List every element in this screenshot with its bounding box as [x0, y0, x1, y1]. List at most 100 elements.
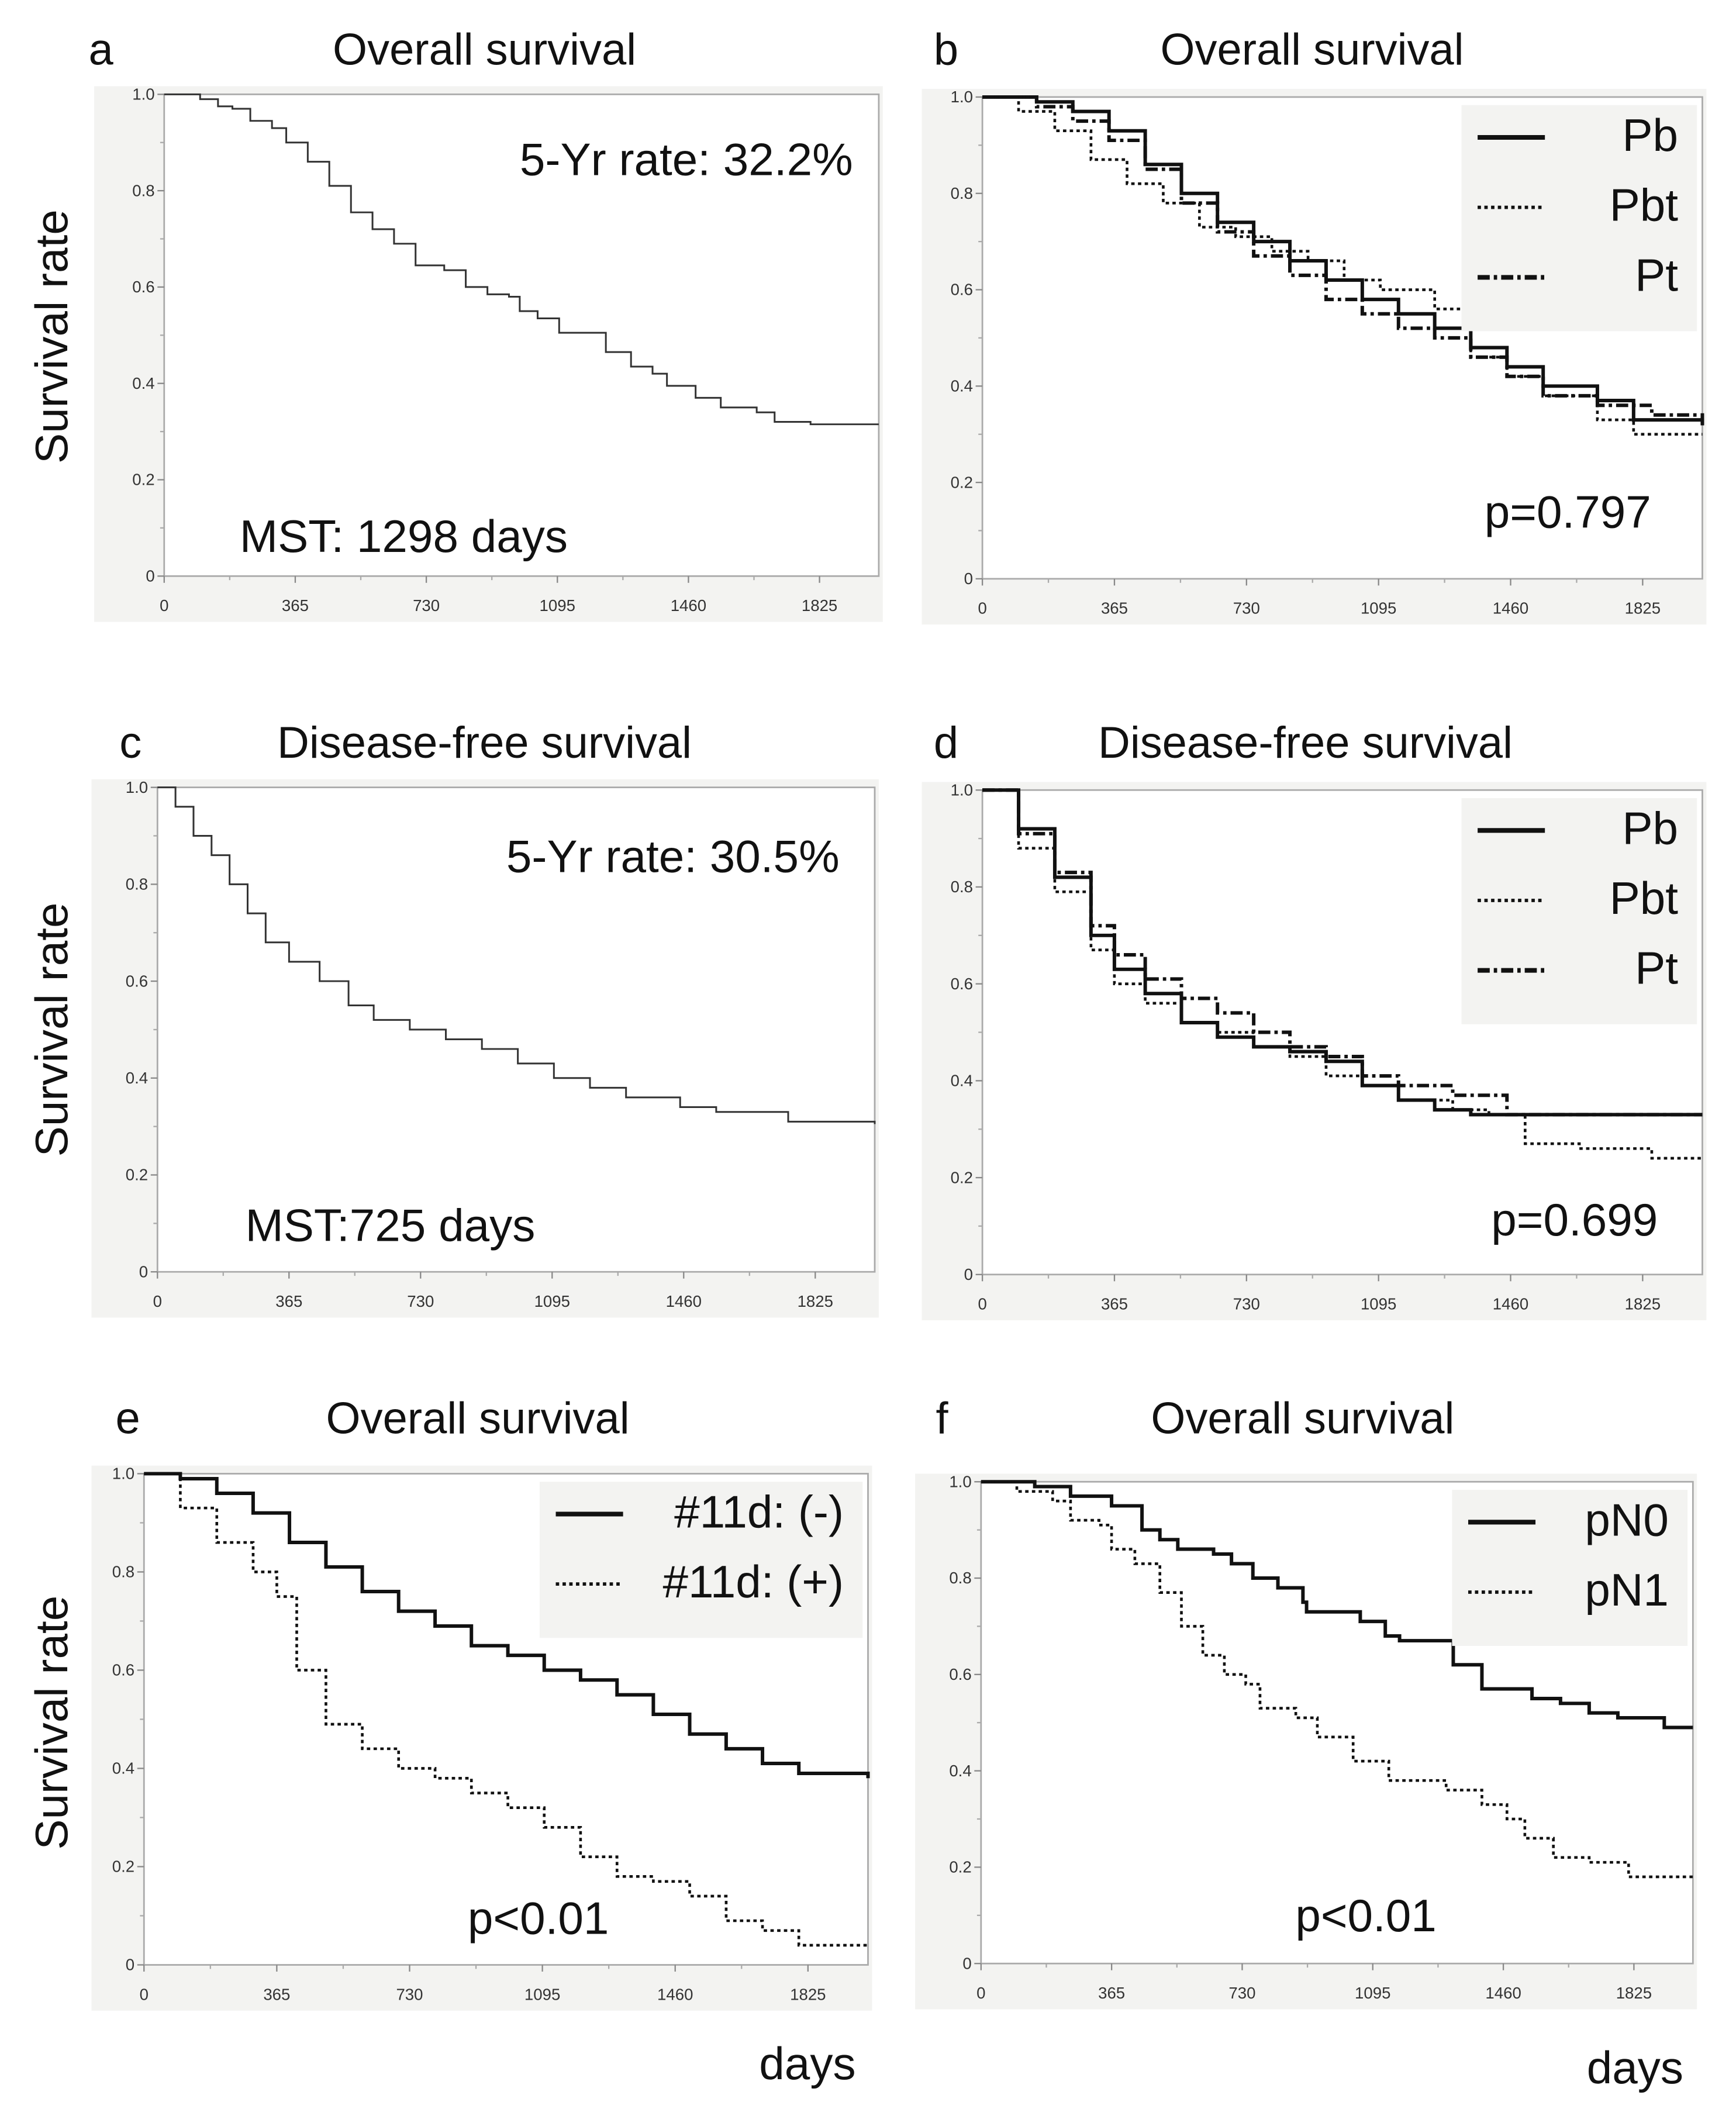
- x-tick-label: 365: [1101, 1295, 1128, 1313]
- annotation-text: MST:725 days: [246, 1199, 536, 1251]
- x-axis-label-left: days: [759, 2038, 855, 2089]
- panel-letter: c: [119, 718, 141, 768]
- legend-box: [539, 1482, 863, 1638]
- y-tick-label: 0.6: [951, 975, 973, 993]
- y-tick-label: 0.2: [132, 471, 154, 489]
- x-tick-label: 1460: [1485, 1984, 1521, 2002]
- y-tick-label: 0: [962, 1954, 971, 1972]
- y-tick-label: 0.8: [951, 184, 973, 202]
- x-tick-label: 1460: [657, 1985, 693, 2003]
- y-tick-label: 1.0: [126, 778, 148, 796]
- y-tick-label: 0.8: [126, 875, 148, 893]
- y-tick-label: 0.6: [126, 972, 148, 990]
- x-tick-label: 0: [140, 1985, 149, 2003]
- y-tick-label: 0: [964, 569, 973, 588]
- x-tick-label: 1095: [534, 1292, 570, 1310]
- y-tick-label: 0.2: [126, 1166, 148, 1184]
- x-tick-label: 365: [282, 596, 309, 615]
- panel-letter: d: [934, 718, 958, 768]
- annotation-text: p=0.797: [1485, 486, 1651, 537]
- y-axis-label-row2: Survival rate: [26, 902, 77, 1157]
- x-tick-label: 365: [263, 1985, 290, 2003]
- panel-letter: e: [116, 1393, 140, 1443]
- legend-label: Pb: [1622, 109, 1678, 161]
- x-tick-label: 1825: [802, 596, 837, 615]
- plot-area: [156, 786, 876, 1273]
- x-tick-label: 1460: [666, 1292, 702, 1310]
- legend-label: pN1: [1585, 1564, 1669, 1616]
- legend-box: [1452, 1490, 1688, 1647]
- y-tick-label: 0.8: [132, 181, 154, 199]
- x-tick-label: 1460: [1493, 599, 1528, 617]
- y-axis-label-row3: Survival rate: [26, 1596, 77, 1850]
- x-tick-label: 0: [160, 596, 168, 615]
- x-tick-label: 1095: [1361, 1295, 1396, 1313]
- survival-curve-solid: [144, 1472, 870, 1779]
- x-tick-label: 730: [1233, 599, 1260, 617]
- y-tick-label: 0.8: [951, 878, 973, 896]
- x-tick-label: 0: [976, 1984, 985, 2002]
- legend-label: Pt: [1635, 943, 1678, 994]
- y-tick-label: 1.0: [112, 1465, 134, 1483]
- panel-b: b Overall survival 0 0.2 0.4 0.6 0.8 1.0 0 365 730…: [922, 25, 1707, 625]
- panel-e: e Overall survival 0 0.2 0.4 0.6 0.8 1.0 0 365 730…: [91, 1393, 872, 2011]
- y-axis-label-row1: Survival rate: [26, 209, 77, 464]
- x-tick-label: 1460: [1493, 1295, 1528, 1313]
- legend-label: Pbt: [1610, 180, 1679, 231]
- panel-title: Disease-free survival: [1098, 718, 1513, 768]
- x-tick-label: 730: [407, 1292, 434, 1310]
- y-tick-label: 0.4: [951, 377, 973, 395]
- panel-title: Overall survival: [333, 25, 636, 75]
- y-tick-label: 0.4: [112, 1759, 134, 1777]
- x-tick-label: 1095: [524, 1985, 560, 2003]
- y-tick-label: 0: [964, 1265, 973, 1283]
- legend-box: [1461, 798, 1697, 1024]
- x-tick-label: 0: [978, 1295, 986, 1313]
- y-tick-label: 0.6: [132, 278, 154, 296]
- x-tick-label: 730: [413, 596, 440, 615]
- x-axis-label-right: days: [1587, 2042, 1683, 2093]
- y-tick-label: 1.0: [949, 1472, 971, 1490]
- y-tick-label: 0: [126, 1956, 134, 1974]
- survival-curve-dashdot: [982, 95, 1704, 430]
- y-tick-label: 0.6: [949, 1665, 971, 1683]
- y-tick-label: 1.0: [951, 88, 973, 106]
- legend-label: Pb: [1622, 802, 1678, 854]
- x-tick-label: 1460: [671, 596, 706, 615]
- y-tick-label: 0.2: [951, 473, 973, 491]
- survival-curve-solid: [981, 1480, 1693, 1730]
- legend-label: pN0: [1585, 1494, 1669, 1545]
- panel-c: c Disease-free survival 0 0.2 0.4 0.6 0.8 1.0 0 3…: [91, 718, 879, 1318]
- survival-curve-dotted: [982, 788, 1703, 1160]
- y-tick-label: 1.0: [951, 781, 973, 799]
- y-tick-label: 0.2: [112, 1858, 134, 1876]
- y-tick-label: 0.8: [949, 1569, 971, 1587]
- annotation-text: 5-Yr rate: 32.2%: [520, 133, 853, 185]
- panel-letter: b: [934, 25, 958, 75]
- annotation-text: MST: 1298 days: [240, 510, 568, 562]
- panel-letter: a: [88, 25, 113, 75]
- plot-area: [163, 93, 880, 577]
- annotation-text: p=0.699: [1491, 1194, 1658, 1245]
- legend-label: #11d: (-): [674, 1486, 844, 1537]
- panel-d: d Disease-free survival 0 0.2 0.4 0.6 0.8 1.0 0 3…: [922, 718, 1707, 1321]
- y-tick-label: 0.2: [949, 1858, 971, 1876]
- y-tick-label: 0.4: [951, 1072, 973, 1090]
- y-tick-label: 0.2: [951, 1168, 973, 1186]
- x-tick-label: 0: [153, 1292, 162, 1310]
- x-tick-label: 730: [1233, 1295, 1260, 1313]
- x-tick-label: 1825: [1625, 1295, 1661, 1313]
- x-tick-label: 0: [978, 599, 986, 617]
- y-tick-label: 0: [146, 567, 154, 585]
- x-tick-label: 1095: [1355, 1984, 1390, 2002]
- survival-curve-dotted: [982, 95, 1703, 436]
- panel-title: Overall survival: [1151, 1393, 1454, 1443]
- x-tick-label: 1825: [1616, 1984, 1652, 2002]
- annotation-text: p<0.01: [468, 1893, 609, 1944]
- x-tick-label: 365: [275, 1292, 302, 1310]
- survival-curve-solid: [982, 788, 1703, 1117]
- survival-curve-thin: [157, 786, 876, 1124]
- y-tick-label: 0.8: [112, 1563, 134, 1581]
- annotation-text: 5-Yr rate: 30.5%: [506, 831, 840, 882]
